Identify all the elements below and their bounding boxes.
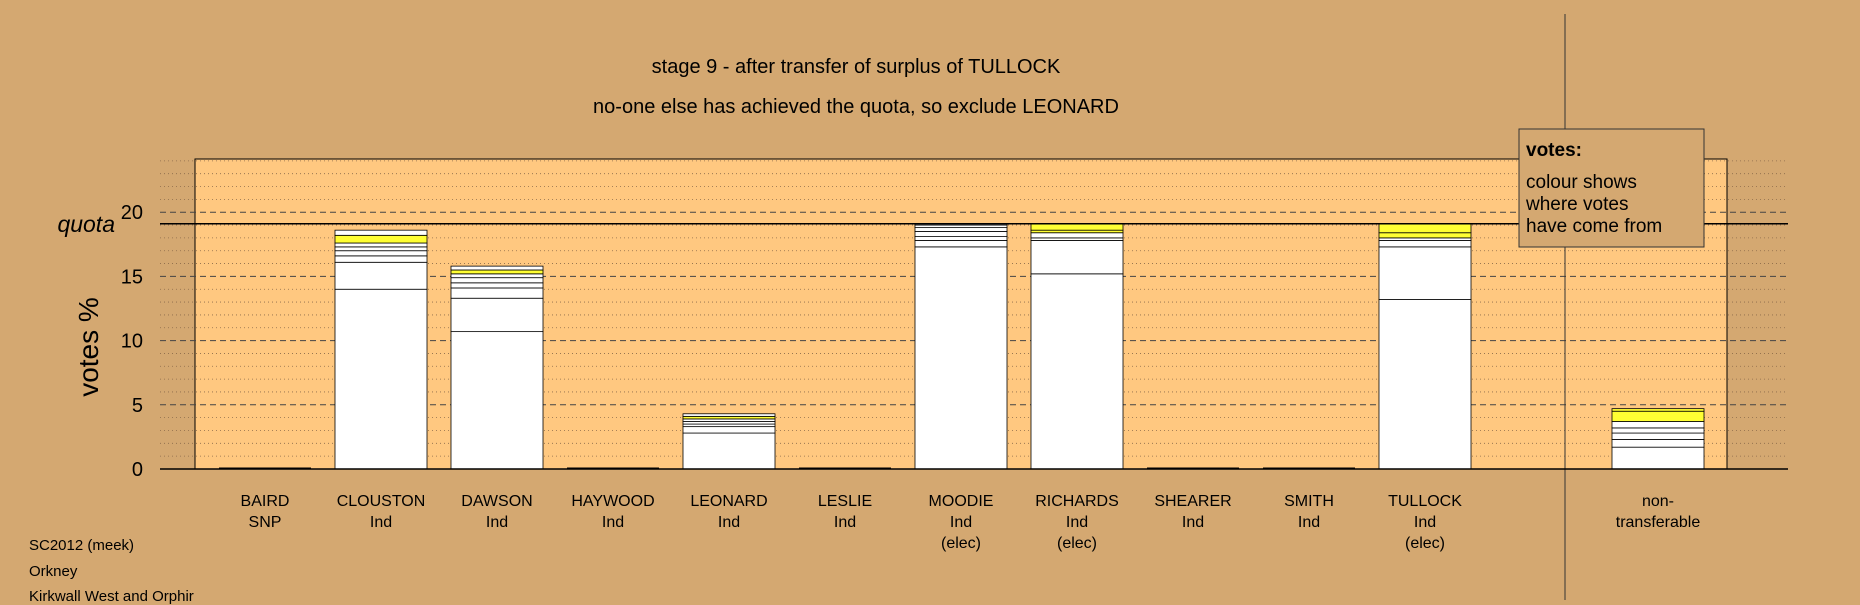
x-tick-label: HAYWOOD [571,493,654,510]
bar-segment [1611,410,1705,422]
bar-segment [334,229,428,236]
bar-segment [1611,427,1705,434]
x-tick-label: Ind [486,514,508,531]
bar-segment [1611,421,1705,429]
x-tick-label: (elec) [941,535,981,552]
x-tick-label: SHEARER [1154,493,1231,510]
x-tick-label: SNP [249,514,282,531]
x-tick-label: CLOUSTON [337,493,426,510]
bar-segment [1378,240,1472,248]
bar-segment [450,331,544,470]
minor-gridlines [160,160,1788,457]
bar-segment [1030,223,1124,231]
quota-label: quota [57,211,115,237]
footer-line-2: Orkney [29,563,78,580]
legend-title: votes: [1526,140,1582,161]
bar-segment [450,273,544,279]
x-tick-labels: BAIRD SNP CLOUSTON Ind DAWSON Ind HAYWOOD Ind LE… [241,493,1701,552]
x-tick-label: Ind [834,514,856,531]
bar-segment [914,240,1008,248]
x-tick-label: RICHARDS [1035,493,1119,510]
bar-segment [1611,446,1705,470]
bar-segment [1030,273,1124,470]
footer-line-1: SC2012 (meek) [29,537,135,554]
bar-segment [914,246,1008,470]
bars [219,223,1705,470]
x-tick-label: Ind [718,514,740,531]
bar-segment [334,261,428,290]
x-tick-label: transferable [1616,514,1701,531]
x-tick-label: non- [1642,493,1674,510]
bar-segment [450,287,544,299]
x-tick-label: Ind [1298,514,1320,531]
y-tick-labels: 0 5 10 15 20 [121,202,143,481]
x-tick-label: MOODIE [929,493,994,510]
x-tick-label: (elec) [1405,535,1445,552]
bar-segment [914,231,1008,237]
x-tick-label: Ind [370,514,392,531]
bar-segment [450,297,544,333]
bar-segment [1030,232,1124,239]
bar-segment [450,277,544,284]
x-tick-label: Ind [1414,514,1436,531]
x-tick-label: BAIRD [241,493,290,510]
x-tick-label: Ind [950,514,972,531]
chart-subtitle: no-one else has achieved the quota, so e… [593,96,1119,118]
x-tick-label: Ind [1066,514,1088,531]
x-tick-label: Ind [602,514,624,531]
bar-segment [1378,246,1472,300]
bar-segment [1611,432,1705,440]
footer-line-3: Kirkwall West and Orphir [29,588,194,605]
y-tick-label: 5 [132,395,143,417]
legend-line-3: have come from [1526,216,1662,237]
x-tick-label: TULLOCK [1388,493,1462,510]
legend: votes: colour shows where votes have com… [1518,128,1705,248]
bar-segment [334,288,428,470]
x-tick-label: LESLIE [818,493,872,510]
bar-segment [682,426,776,434]
bar-segment [334,255,428,263]
y-tick-label: 10 [121,331,143,353]
bar-segment [1611,408,1705,412]
bar-segment [682,432,776,470]
y-tick-label: 20 [121,202,143,224]
legend-line-1: colour shows [1526,172,1637,193]
x-tick-label: SMITH [1284,493,1334,510]
y-tick-label: 0 [132,459,143,481]
x-tick-label: LEONARD [690,493,767,510]
bar-segment [914,236,1008,241]
chart-title: stage 9 - after transfer of surplus of T… [652,56,1061,78]
bar-segment [1378,223,1472,234]
legend-line-2: where votes [1525,194,1628,215]
bar-segment [334,246,428,252]
bar-segment [450,282,544,289]
x-tick-label: DAWSON [461,493,532,510]
bar-segment [1378,299,1472,470]
bar-segment [1611,439,1705,448]
bar-segment [450,269,544,275]
bar-segment [334,250,428,257]
bar-segment [334,242,428,248]
bar-segment [914,227,1008,232]
bar-segment [334,234,428,244]
bar-segment [1378,232,1472,239]
x-tick-label: Ind [1182,514,1204,531]
bar-segment [1030,240,1124,275]
y-tick-label: 15 [121,266,143,288]
bar-segment [450,265,544,271]
legend-box [1518,128,1705,248]
x-tick-label: (elec) [1057,535,1097,552]
bar-segment [682,413,776,417]
y-axis-label: votes % [73,297,104,397]
